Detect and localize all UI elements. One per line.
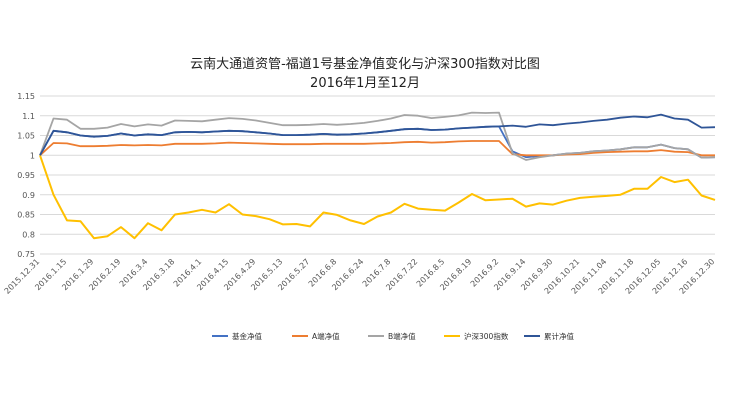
legend-label: B端净值	[388, 331, 416, 341]
y-tick-label: 0.95	[17, 171, 35, 180]
chart-title: 云南大通道资管-福道1号基金净值变化与沪深300指数对比图	[190, 56, 540, 72]
legend-item: 累计净值	[524, 331, 574, 341]
series-line	[39, 111, 716, 161]
legend-label: 累计净值	[544, 331, 574, 341]
legend-label: 沪深300指数	[464, 331, 509, 341]
y-tick-label: 1.15	[17, 92, 35, 101]
series-line	[39, 154, 716, 240]
legend-item: A端净值	[292, 331, 340, 341]
legend-item: 基金净值	[212, 331, 262, 341]
legend-item: 沪深300指数	[444, 331, 509, 341]
series-line	[39, 125, 716, 159]
legend-label: A端净值	[312, 331, 340, 341]
y-tick-label: 0.8	[22, 230, 35, 239]
y-tick-label: 0.85	[17, 211, 35, 220]
y-tick-label: 0.9	[22, 191, 35, 200]
x-tick-label: 2015.12.31	[3, 257, 42, 296]
y-tick-label: 1	[30, 151, 35, 160]
y-tick-label: 0.75	[17, 250, 35, 259]
gridlines	[40, 95, 715, 255]
x-axis-ticks: 2015.12.312016.1.152016.1.292016.2.19201…	[3, 257, 717, 296]
legend-item: B端净值	[368, 331, 416, 341]
chart-subtitle: 2016年1月至12月	[310, 76, 420, 91]
y-axis-ticks: 0.75 0.8 0.85 0.9 0.95 1 1.05 1.1 1.15	[17, 92, 35, 259]
series-line	[39, 140, 715, 157]
legend: 基金净值 A端净值 B端净值 沪深300指数 累计净值	[212, 331, 574, 341]
y-tick-label: 1.1	[22, 112, 35, 121]
legend-label: 基金净值	[232, 331, 262, 341]
y-tick-label: 1.05	[17, 132, 35, 141]
series-line	[39, 113, 716, 156]
series-lines	[39, 111, 716, 240]
